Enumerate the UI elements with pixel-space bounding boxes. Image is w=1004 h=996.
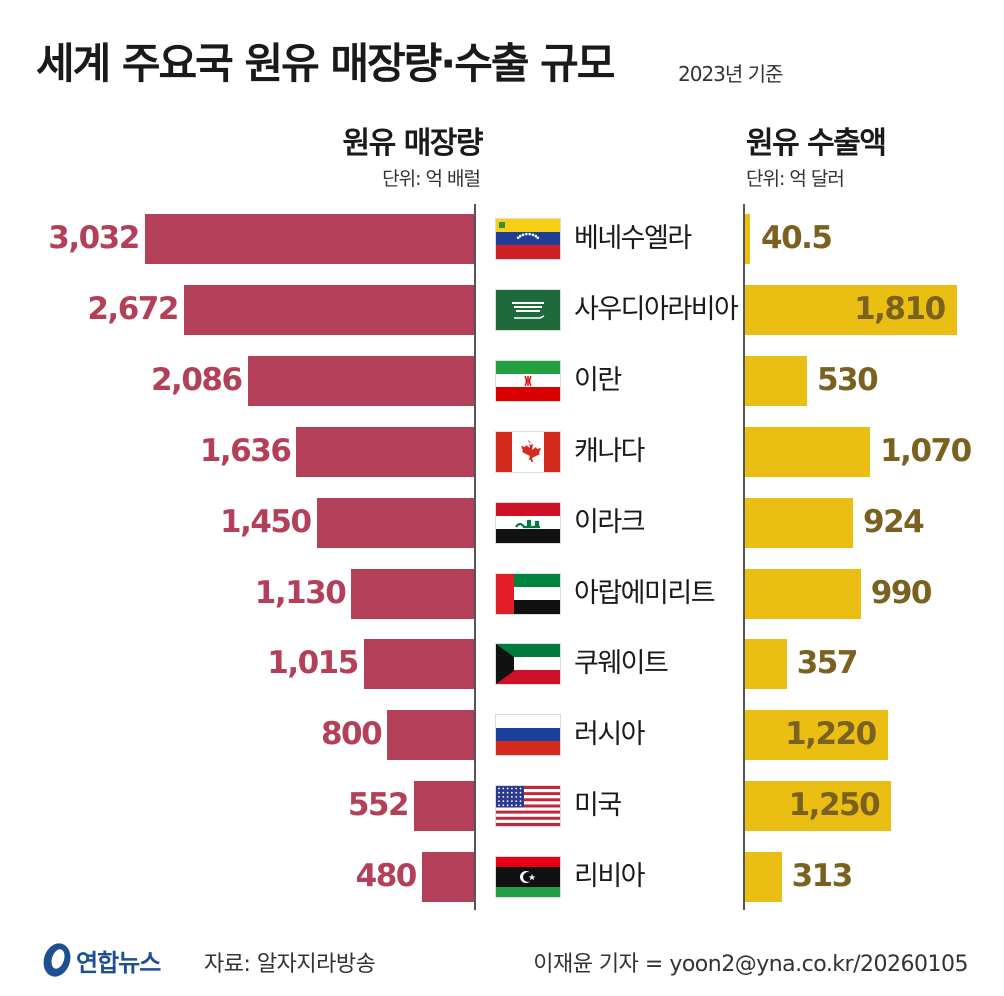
country-label: 리비아 (574, 861, 646, 893)
exports-value-label: 40.5 (761, 220, 833, 256)
exports-bar (745, 426, 871, 477)
country-flag (496, 644, 560, 685)
libya-flag (496, 857, 560, 898)
country-flag (496, 360, 560, 401)
country-label: 아랍에미리트 (574, 577, 716, 609)
country-flag (496, 289, 560, 330)
venezuela-flag (496, 219, 560, 259)
reserves-value-label: 2,672 (87, 290, 179, 327)
yonhap-logo-icon (43, 943, 71, 977)
exports-bar (745, 355, 807, 406)
canada-flag (496, 431, 560, 472)
reserves-bar (414, 781, 474, 832)
saudi-arabia-flag (496, 289, 560, 330)
iran-flag (496, 360, 560, 401)
reserves-bar (421, 852, 474, 903)
exports-value-label: 1,810 (854, 290, 946, 327)
exports-bar (745, 639, 787, 690)
exports-value-label: 924 (863, 503, 925, 540)
reserves-value-label: 552 (347, 787, 410, 824)
exports-unit: 단위: 억 달러 (746, 168, 845, 190)
exports-value-label: 990 (870, 574, 933, 611)
reserves-unit: 단위: 억 배럴 (382, 168, 481, 190)
country-label: 이란 (574, 364, 622, 396)
reserves-bar (296, 426, 474, 477)
exports-axis (743, 204, 745, 910)
exports-bar (745, 497, 854, 548)
credit-text: 이재윤 기자 = yoon2@yna.co.kr/20260105 (533, 952, 968, 977)
exports-value-label: 357 (796, 645, 859, 682)
reserves-axis (474, 204, 476, 910)
reserves-bar (363, 639, 474, 690)
reserves-value-label: 1,636 (199, 432, 292, 469)
exports-value-label: 1,070 (880, 432, 972, 469)
page-title: 세계 주요국 원유 매장량·수출 규모 (36, 39, 615, 88)
reserves-value-label: 2,086 (150, 361, 243, 398)
russia-flag (496, 715, 560, 756)
usa-flag (496, 786, 560, 827)
country-flag (496, 573, 560, 614)
reserves-value-label: 3,032 (48, 220, 140, 256)
yonhap-logo: 연합뉴스 (40, 940, 161, 984)
country-flag (496, 715, 560, 756)
country-label: 이라크 (574, 506, 646, 538)
country-label: 러시아 (574, 719, 646, 751)
kuwait-flag (496, 644, 560, 685)
country-flag (496, 502, 560, 543)
country-flag (496, 786, 560, 827)
reserves-heading: 원유 매장량 (342, 126, 484, 161)
exports-value-label: 1,220 (785, 716, 877, 753)
exports-value-label: 313 (791, 858, 854, 895)
exports-bar (745, 214, 750, 264)
basis-year: 2023년 기준 (678, 62, 783, 86)
reserves-value-label: 1,015 (267, 645, 359, 682)
country-label: 베네수엘라 (574, 223, 692, 254)
country-label: 사우디아라비아 (574, 293, 739, 325)
exports-heading: 원유 수출액 (746, 126, 887, 161)
uae-flag (496, 573, 560, 614)
country-flag (496, 219, 560, 259)
reserves-value-label: 480 (355, 858, 418, 895)
reserves-bar (316, 497, 474, 548)
exports-bar (745, 781, 892, 832)
exports-bar (745, 852, 782, 903)
source-text: 자료: 알자지라방송 (204, 952, 376, 977)
reserves-bar (183, 284, 474, 335)
country-label: 캐나다 (574, 435, 646, 467)
exports-bar (745, 568, 861, 619)
reserves-value-label: 1,450 (220, 503, 312, 540)
reserves-bar (144, 214, 474, 264)
country-flag (496, 431, 560, 472)
exports-value-label: 530 (816, 361, 879, 398)
country-flag (496, 857, 560, 898)
reserves-bar (387, 710, 474, 761)
reserves-value-label: 1,130 (254, 574, 347, 611)
reserves-value-label: 800 (320, 716, 383, 753)
country-label: 쿠웨이트 (574, 648, 669, 680)
country-label: 미국 (574, 790, 622, 822)
exports-value-label: 1,250 (788, 787, 881, 824)
reserves-bar (247, 355, 474, 406)
exports-bar (745, 284, 957, 335)
logo-text: 연합뉴스 (76, 949, 161, 977)
reserves-bar (351, 568, 474, 619)
exports-bar (745, 710, 888, 761)
iraq-flag (496, 502, 560, 543)
